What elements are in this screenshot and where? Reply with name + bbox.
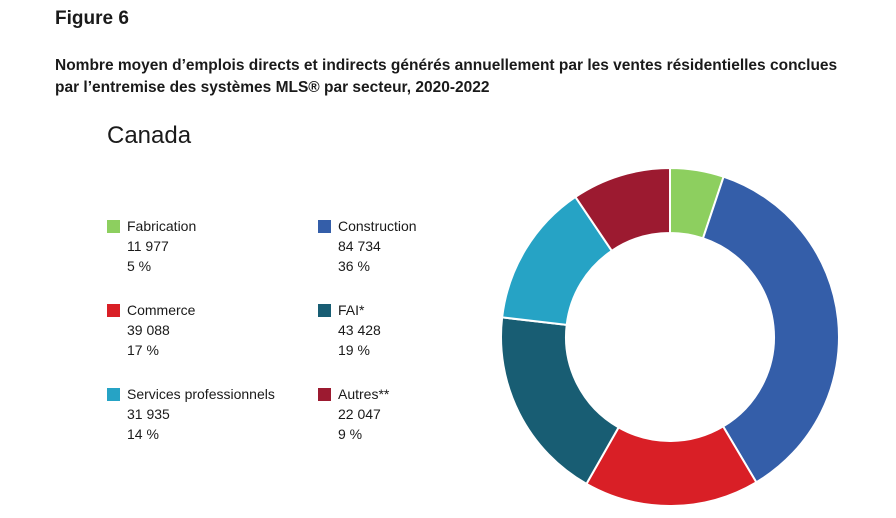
- figure-caption: Nombre moyen d’emplois directs et indire…: [55, 57, 838, 96]
- donut-slice-autres: [574, 166, 671, 253]
- legend-value: 39 088: [127, 322, 170, 338]
- legend-swatch: [107, 220, 120, 233]
- legend-item-fai: FAI* 43 428 19 %: [318, 300, 508, 360]
- legend-name: FAI*: [338, 302, 365, 318]
- legend-name: Services professionnels: [127, 386, 275, 402]
- donut-chart: [500, 166, 840, 507]
- legend-item-services-professionnels: Services professionnels 31 935 14 %: [107, 384, 297, 444]
- legend-percent: 5 %: [127, 258, 152, 274]
- legend-swatch: [107, 388, 120, 401]
- legend-name: Fabrication: [127, 218, 197, 234]
- legend-swatch: [318, 304, 331, 317]
- donut-slice-fai: [500, 316, 620, 486]
- legend-percent: 9 %: [338, 426, 363, 442]
- chart-title: Canada: [107, 122, 192, 149]
- legend-swatch: [318, 388, 331, 401]
- legend-name: Construction: [338, 218, 417, 234]
- legend-item-autres: Autres** 22 047 9 %: [318, 384, 508, 444]
- legend-name: Autres**: [338, 386, 390, 402]
- legend-name: Commerce: [127, 302, 196, 318]
- legend-value: 43 428: [338, 322, 381, 338]
- legend-percent: 17 %: [127, 342, 159, 358]
- legend-percent: 14 %: [127, 426, 159, 442]
- legend-value: 22 047: [338, 406, 381, 422]
- legend-item-fabrication: Fabrication 11 977 5 %: [107, 216, 297, 276]
- legend-value: 84 734: [338, 238, 381, 254]
- legend-swatch: [318, 220, 331, 233]
- figure-label: Figure 6: [55, 8, 129, 29]
- legend-item-construction: Construction 84 734 36 %: [318, 216, 508, 276]
- legend-value: 31 935: [127, 406, 170, 422]
- donut-slice-construction: [701, 175, 840, 484]
- legend-item-commerce: Commerce 39 088 17 %: [107, 300, 297, 360]
- legend-percent: 36 %: [338, 258, 370, 274]
- legend-value: 11 977: [127, 238, 169, 254]
- legend-swatch: [107, 304, 120, 317]
- legend-percent: 19 %: [338, 342, 370, 358]
